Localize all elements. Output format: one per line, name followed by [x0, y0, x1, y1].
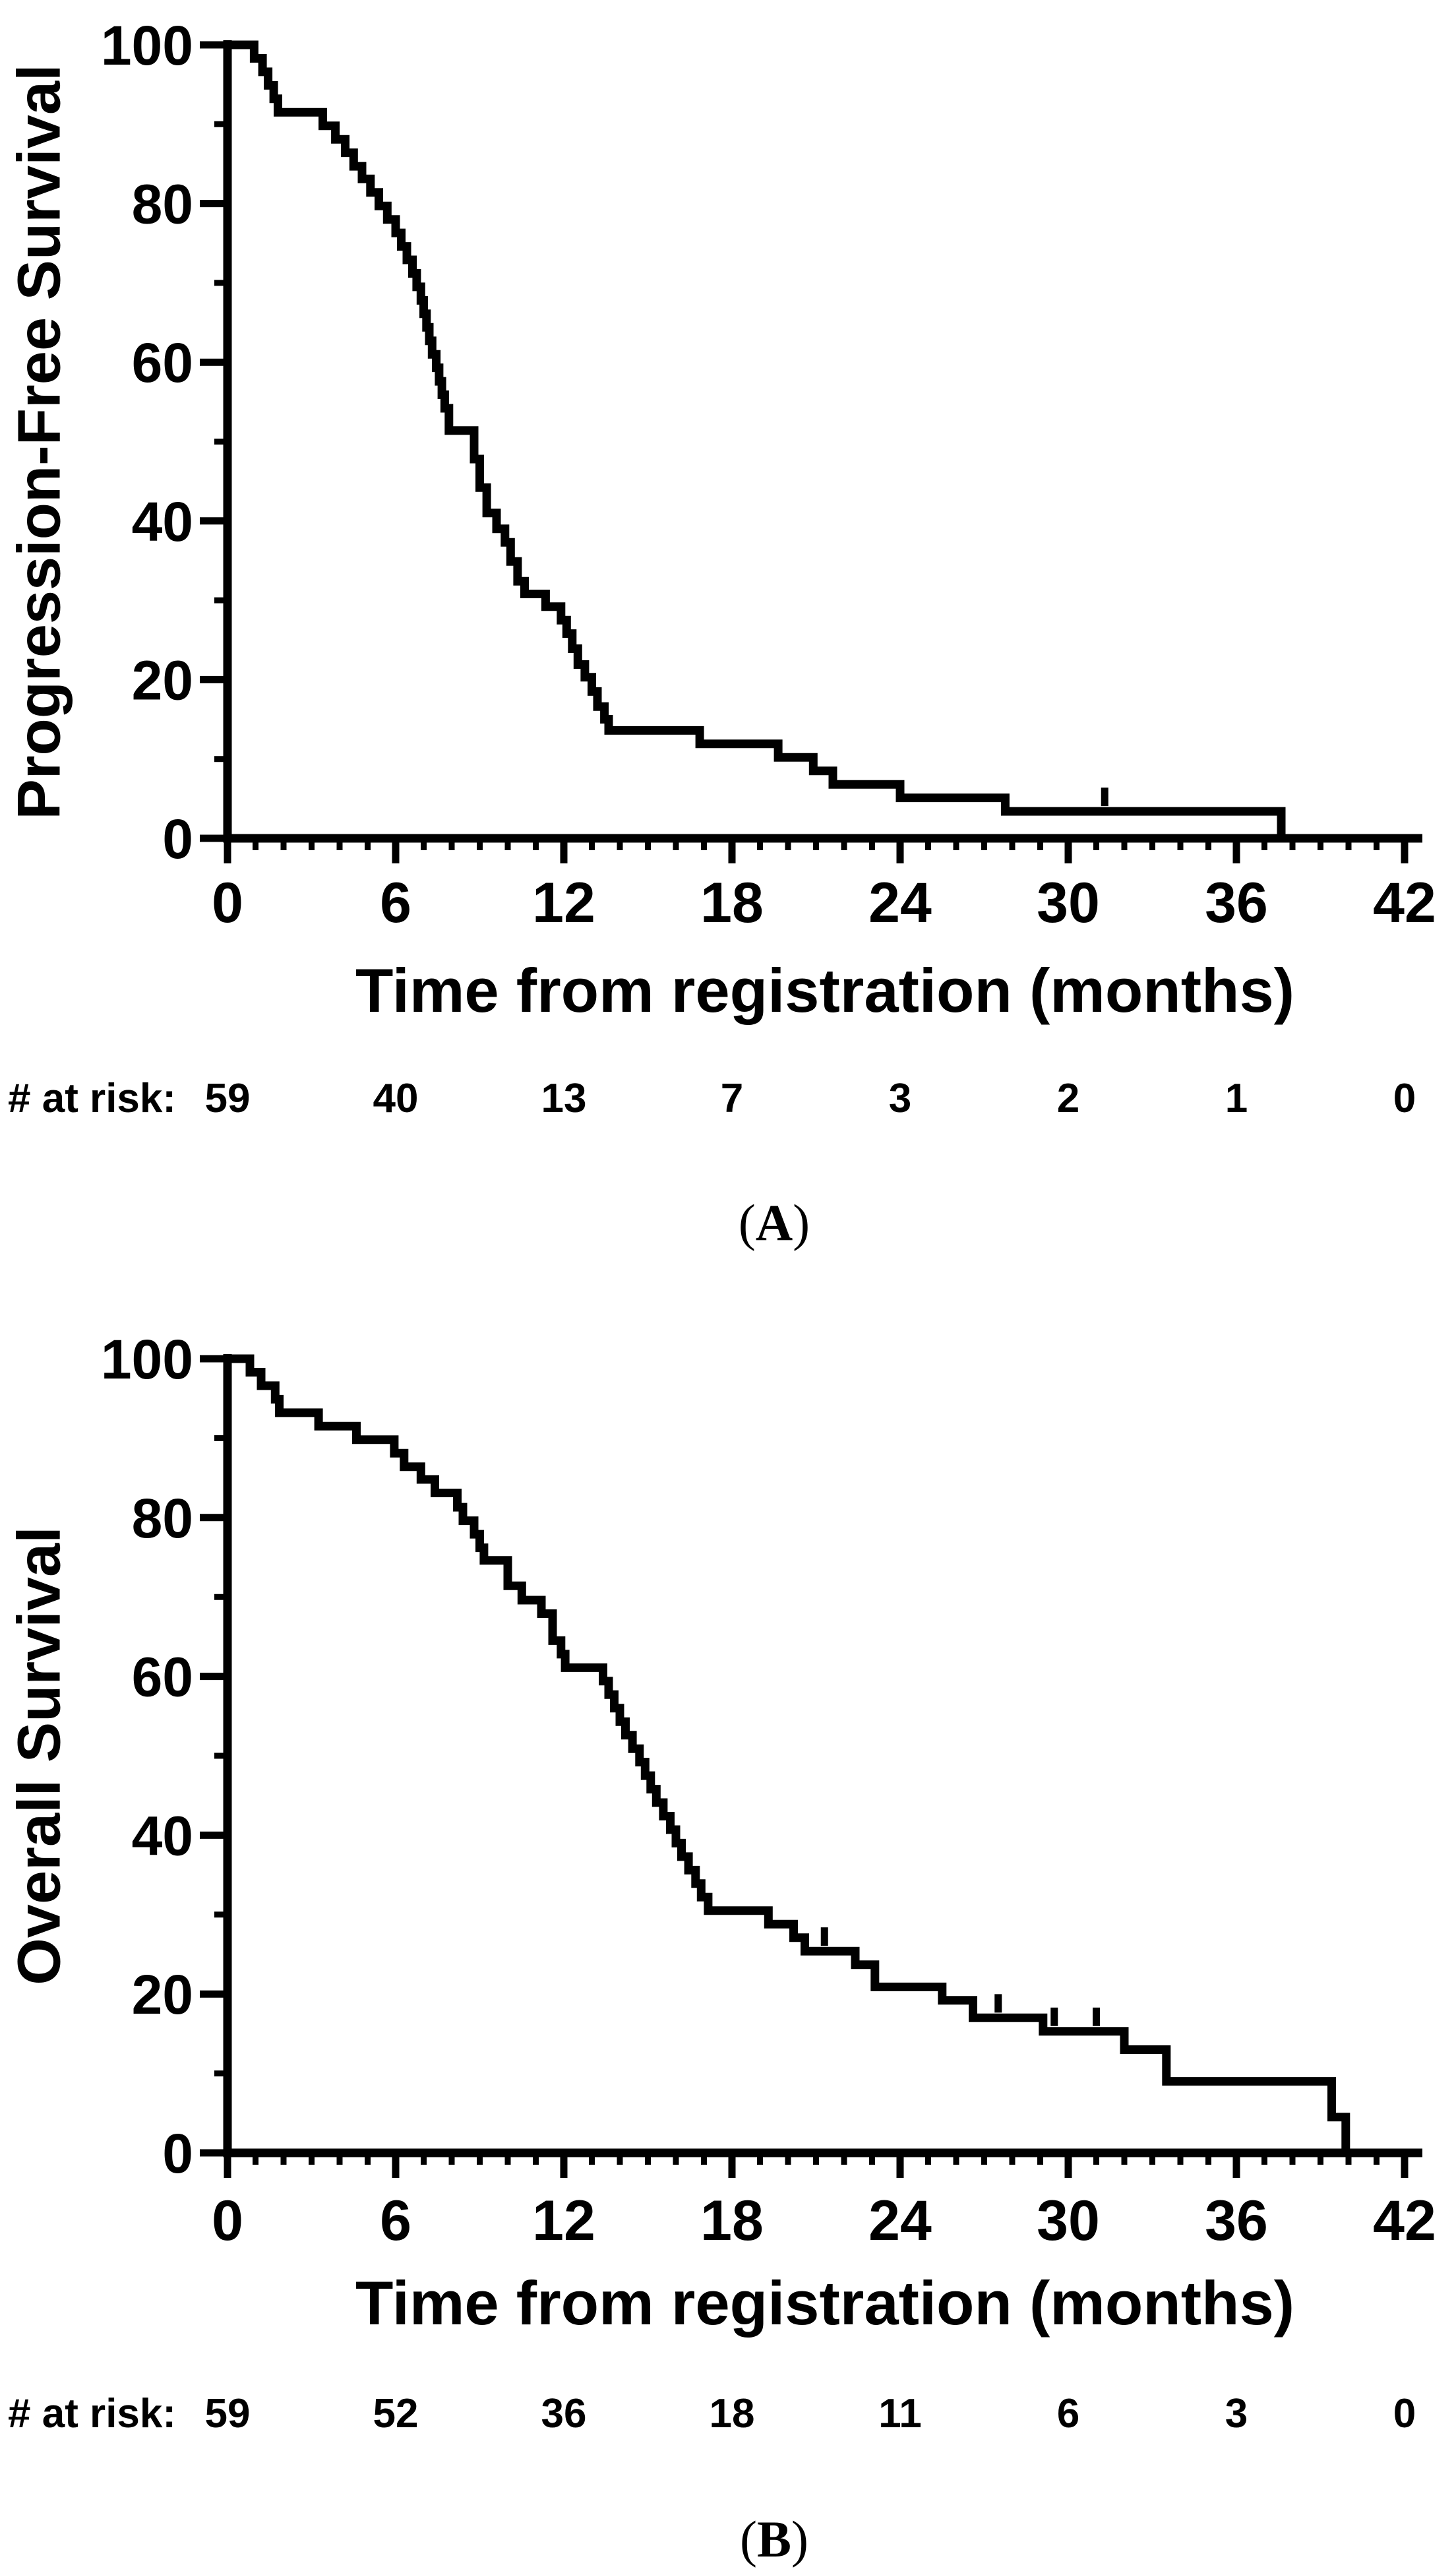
os-risk-row: # at risk: 59 52 36 18 11 6 3 0: [0, 2389, 1456, 2439]
os-panel-label-close: ): [791, 2510, 808, 2568]
y-axis-tick-label: 0: [162, 2123, 193, 2185]
pfs-plot: 0 20 40 60 80 100 0 6 12 18 24 30 36 42: [101, 15, 1436, 935]
os-panel-label-open: (: [740, 2510, 757, 2568]
risk-count: 7: [720, 1076, 744, 1121]
pfs-panel-label-open: (: [738, 1194, 756, 1251]
os-panel-label-letter: B: [756, 2510, 792, 2568]
x-axis-tick-label: 42: [1373, 2189, 1436, 2252]
x-axis-tick-label: 24: [868, 871, 932, 935]
y-axis-tick-label: 100: [101, 15, 193, 77]
axis-lines: [223, 1354, 1422, 2157]
pfs-panel-label: (A): [739, 1193, 810, 1253]
y-axis-tick-label: 60: [132, 1646, 193, 1708]
x-axis-tick-label: 0: [212, 871, 243, 935]
x-axis-tick-label: 12: [532, 2189, 595, 2252]
os-panel-label: (B): [740, 2509, 808, 2570]
survival-curve: [228, 1354, 1350, 2153]
x-axis-tick-label: 36: [1205, 2189, 1268, 2252]
risk-count: 0: [1393, 2391, 1416, 2436]
os-x-axis-title: Time from registration (months): [355, 2268, 1295, 2338]
x-axis-tick-label: 42: [1373, 871, 1436, 935]
y-axis-tick-label: 100: [101, 1328, 193, 1390]
x-axis-tick-label: 6: [380, 871, 411, 935]
y-axis-tick-label: 60: [132, 332, 193, 394]
x-axis-tick-label: 0: [212, 2189, 243, 2252]
risk-count: 2: [1056, 1076, 1080, 1121]
risk-count: 3: [888, 1076, 912, 1121]
risk-count: 1: [1225, 1076, 1248, 1121]
y-axis-tick-label: 80: [132, 1487, 193, 1549]
risk-count: 59: [204, 1076, 251, 1121]
x-axis-tick-label: 36: [1205, 871, 1268, 935]
y-axis-tick-label: 0: [162, 808, 193, 870]
pfs-risk-row: # at risk: 59 40 13 7 3 2 1 0: [0, 1074, 1456, 1124]
risk-count: 3: [1225, 2391, 1248, 2436]
y-axis-tick-label: 80: [132, 173, 193, 235]
y-axis-tick-label: 20: [132, 649, 193, 711]
x-axis-tick-label: 30: [1037, 2189, 1100, 2252]
x-axis-tick-label: 30: [1037, 871, 1100, 935]
risk-count: 6: [1056, 2391, 1080, 2436]
risk-count: 52: [373, 2391, 419, 2436]
x-axis-tick-label: 12: [532, 871, 595, 935]
risk-count: 13: [541, 1076, 587, 1121]
survival-curve: [228, 40, 1286, 838]
x-axis-tick-label: 24: [868, 2189, 932, 2252]
y-axis-tick-label: 20: [132, 1964, 193, 2026]
risk-count: 59: [204, 2391, 251, 2436]
x-axis-tick-label: 18: [700, 2189, 764, 2252]
x-axis-tick-label: 6: [380, 2189, 411, 2252]
pfs-panel-label-letter: A: [755, 1194, 793, 1251]
pfs-panel-label-close: ): [793, 1194, 810, 1251]
axis-lines: [223, 40, 1422, 843]
os-plot: 0 20 40 60 80 100 0 6 12 18 24 30 36 42: [101, 1328, 1436, 2252]
risk-count: 11: [878, 2391, 922, 2436]
x-axis-tick-label: 18: [700, 871, 764, 935]
risk-count: 36: [541, 2391, 587, 2436]
pfs-x-axis-title: Time from registration (months): [355, 956, 1295, 1025]
risk-count: 18: [709, 2391, 755, 2436]
risk-count: 0: [1393, 1076, 1416, 1121]
y-axis-tick-label: 40: [132, 1805, 193, 1867]
risk-count: 40: [373, 1076, 419, 1121]
pfs-risk-label: # at risk:: [8, 1076, 177, 1121]
y-axis-tick-label: 40: [132, 491, 193, 553]
os-risk-label: # at risk:: [8, 2391, 177, 2436]
